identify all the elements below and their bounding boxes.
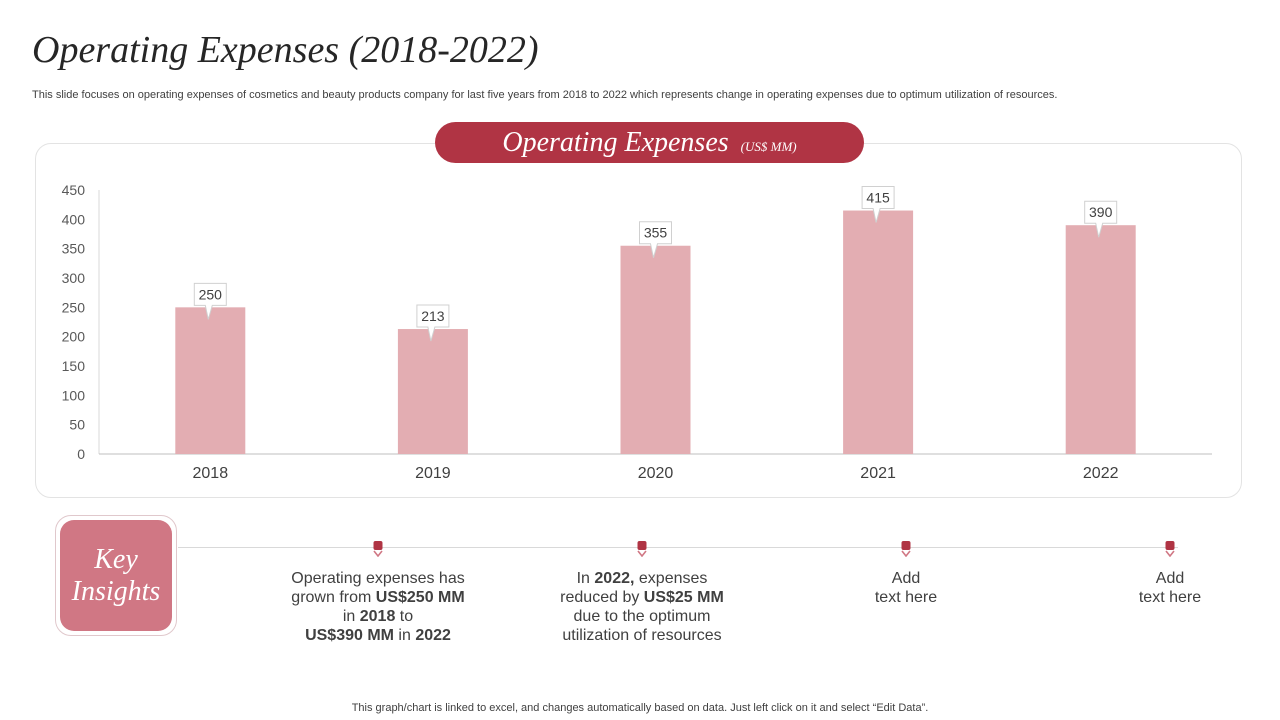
footer-note: This graph/chart is linked to excel, and… bbox=[351, 702, 929, 714]
page-title: Operating Expenses (2018-2022) bbox=[32, 29, 539, 71]
pin-icon bbox=[373, 541, 383, 557]
insight-2: In 2022, expenses reduced by US$25 MM du… bbox=[560, 570, 724, 644]
insight-4: Add text here bbox=[1138, 570, 1202, 606]
page-subtitle: This slide focuses on operating expenses… bbox=[32, 89, 1058, 101]
insight-3: Add text here bbox=[874, 570, 938, 606]
key-insights-badge: Key Insights bbox=[60, 520, 172, 631]
pin-icon bbox=[1165, 541, 1175, 557]
pin-icon bbox=[901, 541, 911, 557]
key-insights-line2: Insights bbox=[71, 575, 161, 607]
chart-frame bbox=[35, 143, 1242, 498]
insights-divider bbox=[178, 547, 1178, 548]
key-insights-line1: Key bbox=[94, 543, 138, 575]
insight-1: Operating expenses has grown from US$250… bbox=[291, 570, 465, 644]
pin-icon bbox=[637, 541, 647, 557]
chart-unit: (US$ MM) bbox=[740, 138, 797, 154]
chart-title-pill: Operating Expenses (US$ MM) bbox=[435, 122, 864, 163]
chart-title: Operating Expenses bbox=[502, 126, 729, 158]
